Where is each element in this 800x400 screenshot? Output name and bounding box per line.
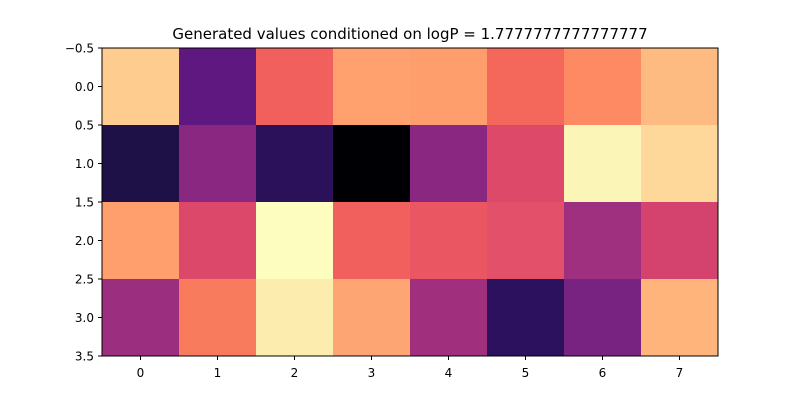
heatmap-cell-r2-c0: [102, 202, 180, 280]
heatmap-cell-r0-c6: [564, 48, 642, 126]
heatmap-cell-r2-c3: [333, 202, 411, 280]
heatmap-cell-r2-c4: [410, 202, 488, 280]
y-tick-label: 1.0: [75, 157, 94, 171]
heatmap-cell-r3-c4: [410, 279, 488, 357]
heatmap-cell-r3-c5: [487, 279, 565, 357]
x-tick-label: 3: [368, 366, 376, 380]
plot-frame: [101, 47, 719, 357]
heatmap-cell-r0-c4: [410, 48, 488, 126]
heatmap-cell-r1-c6: [564, 125, 642, 203]
x-tick-label: 7: [676, 366, 684, 380]
heatmap-cell-r1-c2: [256, 125, 334, 203]
y-tick-label: 0.0: [75, 80, 94, 94]
y-axis: −0.5 0.0 0.5 1.0 1.5 2.0 2.5 3.0 3.5: [65, 42, 102, 364]
heatmap-cell-r1-c5: [487, 125, 565, 203]
heatmap-cell-r3-c6: [564, 279, 642, 357]
x-axis: 0 1 2 3 4 5 6 7: [137, 356, 684, 380]
y-tick-label: 1.5: [75, 196, 94, 210]
heatmap-cell-r1-c1: [179, 125, 257, 203]
x-tick-label: 4: [445, 366, 453, 380]
heatmap-cell-r0-c2: [256, 48, 334, 126]
y-tick-label: 3.5: [75, 350, 94, 364]
heatmap-cell-r0-c1: [179, 48, 257, 126]
x-tick-label: 5: [522, 366, 530, 380]
y-tick-label: −0.5: [65, 42, 94, 56]
x-tick-label: 6: [599, 366, 607, 380]
heatmap-cell-r2-c6: [564, 202, 642, 280]
y-tick-label: 2.0: [75, 234, 94, 248]
chart-title: Generated values conditioned on logP = 1…: [172, 25, 647, 43]
heatmap-cell-r2-c2: [256, 202, 334, 280]
heatmap-cell-r0-c5: [487, 48, 565, 126]
heatmap-cell-r1-c7: [641, 125, 719, 203]
y-tick-label: 0.5: [75, 119, 94, 133]
x-tick-label: 0: [137, 366, 145, 380]
heatmap-cell-r2-c7: [641, 202, 719, 280]
x-tick-label: 2: [291, 366, 299, 380]
heatmap-cell-r0-c3: [333, 48, 411, 126]
y-tick-label: 2.5: [75, 273, 94, 287]
heatmap-cell-r3-c3: [333, 279, 411, 357]
heatmap-cell-r2-c1: [179, 202, 257, 280]
heatmap-cell-r0-c0: [102, 48, 180, 126]
heatmap-cell-r1-c3: [333, 125, 411, 203]
heatmap-cells: [102, 48, 719, 357]
heatmap-cell-r3-c7: [641, 279, 719, 357]
heatmap-cell-r3-c2: [256, 279, 334, 357]
heatmap-cell-r1-c0: [102, 125, 180, 203]
x-tick-label: 1: [214, 366, 222, 380]
heatmap-cell-r2-c5: [487, 202, 565, 280]
heatmap-cell-r3-c0: [102, 279, 180, 357]
heatmap-cell-r3-c1: [179, 279, 257, 357]
heatmap-cell-r0-c7: [641, 48, 719, 126]
heatmap-cell-r1-c4: [410, 125, 488, 203]
y-tick-label: 3.0: [75, 311, 94, 325]
